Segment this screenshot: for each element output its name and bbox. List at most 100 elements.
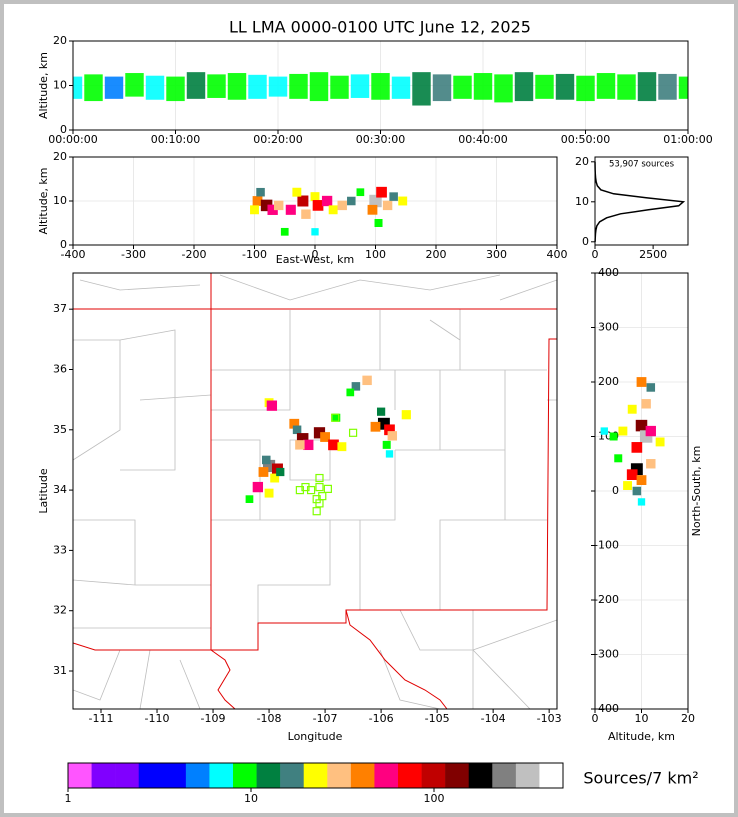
colorbar-swatch: [233, 763, 257, 788]
source-density: [618, 426, 628, 436]
source-density: [398, 196, 408, 206]
source-density: [351, 382, 361, 391]
colorbar-swatch: [445, 763, 470, 788]
x-tick-label: 0: [592, 248, 599, 261]
altitude-range: [617, 74, 636, 100]
station: [306, 485, 316, 495]
x-tick-label: -103: [537, 712, 562, 725]
source-density: [262, 455, 271, 465]
x-tick-label: 00:30:00: [356, 133, 405, 146]
x-tick-label: 00:50:00: [561, 133, 610, 146]
source-density: [374, 219, 383, 227]
y-tick-label: 34: [53, 483, 67, 496]
source-density: [258, 467, 269, 477]
source-density: [301, 209, 311, 219]
source-density: [645, 425, 656, 437]
source-density: [401, 410, 411, 420]
source-density: [296, 433, 309, 445]
colorbar-swatch: [280, 763, 305, 788]
source-density: [641, 399, 651, 409]
source-density: [297, 195, 309, 207]
source-density: [362, 375, 372, 386]
y-tick-label: 36: [53, 362, 67, 375]
altitude-range: [268, 76, 288, 97]
station: [312, 507, 321, 516]
source-density: [266, 400, 278, 411]
y-tick-label: -100: [594, 539, 619, 552]
station: [295, 485, 304, 495]
source-density: [626, 469, 638, 480]
altitude-range: [432, 74, 452, 102]
source-density: [376, 186, 387, 198]
altitude-range: [104, 76, 124, 99]
source-density: [280, 227, 289, 236]
colorbar-frame: [67, 762, 564, 789]
source-density: [631, 442, 643, 453]
source-density: [637, 498, 646, 506]
y-tick-label: 10: [53, 194, 67, 207]
x-tick-label: -200: [182, 248, 207, 261]
y-tick-label: 20: [575, 155, 589, 168]
plot-frame: [594, 156, 689, 246]
x-axis-label: Longitude: [288, 730, 343, 743]
colorbar-swatch: [327, 763, 352, 788]
source-density: [276, 467, 285, 477]
colorbar-swatch: [162, 763, 187, 788]
source-density: [285, 204, 296, 215]
x-tick-label: 00:10:00: [151, 133, 200, 146]
x-tick-label: -400: [61, 248, 86, 261]
source-density: [376, 407, 386, 416]
altitude-range: [227, 73, 247, 100]
y-tick-label: 35: [53, 423, 67, 436]
source-density: [260, 199, 273, 212]
x-tick-label: 0: [312, 248, 319, 261]
y-axis-label: Altitude, km: [37, 167, 50, 234]
source-density: [245, 495, 254, 503]
source-density: [270, 473, 280, 483]
x-tick-label: -106: [369, 712, 394, 725]
x-tick-label: -109: [201, 712, 226, 725]
x-tick-label: 01:00:00: [663, 133, 712, 146]
source-density: [369, 194, 382, 208]
altitude-range: [637, 72, 657, 102]
altitude-range: [555, 73, 575, 100]
source-density: [250, 205, 259, 215]
altitude-range: [596, 73, 616, 99]
source-density: [313, 427, 326, 439]
source-density: [264, 488, 274, 498]
colorbar-swatch: [350, 763, 375, 788]
altitude-range: [391, 76, 411, 99]
source-density: [328, 205, 338, 215]
source-density: [311, 228, 319, 236]
source-density: [320, 432, 330, 442]
x-tick-label: 00:20:00: [253, 133, 302, 146]
altitude-range: [494, 74, 513, 103]
y-tick-label: 0: [60, 123, 67, 136]
colorbar-swatch: [91, 763, 116, 788]
altitude-range: [84, 74, 103, 102]
source-density: [600, 427, 608, 435]
altitude-range: [535, 74, 554, 99]
colorbar-tick-label: 10: [244, 792, 258, 805]
altitude-range: [473, 73, 493, 100]
x-tick-label: 00:40:00: [458, 133, 507, 146]
map-lines: [73, 273, 557, 709]
altitude-range: [350, 74, 370, 98]
station: [323, 484, 332, 493]
altitude-range: [678, 76, 688, 99]
y-axis-label: Altitude, km: [37, 52, 50, 119]
source-density: [256, 187, 265, 197]
y-axis-label: North-South, km: [690, 446, 703, 537]
plot-frame: [72, 156, 558, 246]
y-tick-label: 32: [53, 604, 67, 617]
station: [312, 495, 321, 504]
chart-title: LL LMA 0000-0100 UTC June 12, 2025: [229, 18, 531, 37]
source-density: [310, 192, 320, 202]
source-density: [346, 388, 355, 397]
altitude-range: [166, 76, 185, 102]
y-tick-label: -300: [594, 648, 619, 661]
colorbar-swatch: [68, 763, 92, 788]
source-density: [252, 481, 264, 493]
source-density: [387, 431, 398, 441]
